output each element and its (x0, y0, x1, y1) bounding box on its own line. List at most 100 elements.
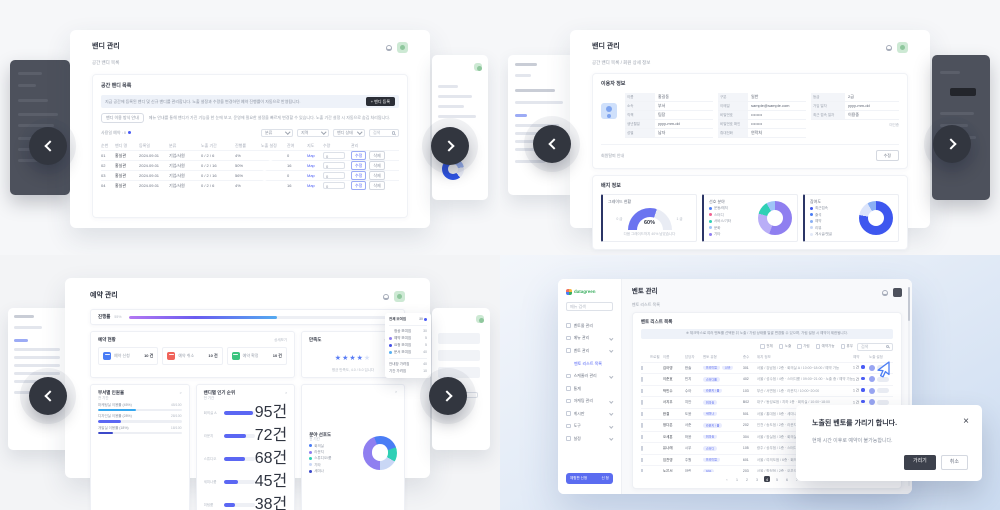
carousel-next-button[interactable] (933, 125, 971, 163)
scrollbar[interactable] (908, 287, 910, 486)
dropdown-item[interactable]: 문서 보여짐 40 (389, 349, 427, 356)
sidebar-item[interactable]: 게시판 (566, 407, 614, 420)
visibility-dot[interactable] (869, 376, 875, 383)
notification-bell-icon[interactable] (386, 44, 392, 51)
quantity-input[interactable]: 0 (323, 151, 345, 159)
page-button[interactable]: 4 (763, 476, 770, 482)
sidebar-item[interactable]: 통계 (566, 382, 613, 395)
filter-select[interactable]: 분류 (261, 128, 293, 137)
quantity-input[interactable]: 0 (323, 171, 345, 179)
edit-button[interactable]: 수정 (351, 160, 367, 170)
table-row[interactable]: 김아영 한솔 프리미엄 신규 301 서울 / 강남점 / 2층 · 회의실 A … (640, 361, 893, 374)
row-checkbox[interactable] (640, 365, 643, 371)
row-checkbox[interactable] (640, 446, 643, 451)
row-checkbox[interactable] (640, 388, 643, 394)
page-button[interactable]: 1 (735, 476, 739, 482)
table-row[interactable]: 01 홍실관 2024.09.01 기업/사원 0 / 2 / 6 4% 0 M… (101, 149, 399, 160)
withdraw-link[interactable]: 회원탈퇴 안내 (601, 152, 625, 158)
table-row[interactable]: 03 홍실관 2024.09.01 기업/사원 0 / 2 / 16 56% 0… (101, 169, 399, 180)
carousel-prev-button[interactable] (533, 125, 571, 163)
sidebar-item[interactable]: 마케팅 관리 (566, 395, 614, 408)
detail-link[interactable]: > (394, 390, 397, 394)
sidebar-item[interactable]: 설정 (566, 432, 614, 445)
detail-link[interactable]: 상세보기 (274, 337, 287, 342)
map-link[interactable]: Map (307, 162, 315, 168)
profile-badge[interactable] (394, 291, 405, 302)
confirm-hide-button[interactable]: 가리기 (903, 454, 936, 470)
carousel-next-button[interactable] (429, 377, 467, 415)
visibility-dot[interactable] (869, 399, 875, 406)
profile-badge[interactable] (397, 42, 408, 53)
notification-bell-icon[interactable] (383, 293, 389, 300)
detail-link[interactable]: > (179, 390, 182, 395)
row-checkbox[interactable] (640, 400, 643, 405)
row-checkbox[interactable] (640, 434, 643, 440)
table-row[interactable]: 02 홍실관 2024.09.01 기업/사원 0 / 2 / 16 50% 1… (101, 159, 399, 170)
dropdown-item[interactable]: 요청 보여짐 5 (389, 342, 427, 349)
filter-checkbox[interactable]: 전체 (760, 344, 773, 349)
sidebar-item-active[interactable]: 벤토 리스트 목록 (574, 360, 602, 366)
table-row[interactable]: 박민수 수아 라운지 / 룸 103 부산 / 서면점 / 1층 · 라운지 /… (640, 384, 893, 397)
scrollbar-thumb[interactable] (908, 287, 910, 321)
quantity-input[interactable]: 0 (323, 161, 345, 169)
filter-checkbox[interactable]: 가림 (797, 344, 810, 349)
table-search-input[interactable]: 검색 (857, 342, 893, 351)
page-button[interactable]: 2 (745, 476, 749, 482)
stat-box[interactable]: 예약 신청 10 건 (98, 346, 159, 365)
guide-chip[interactable]: 밴디 이용 방식 안내 (101, 112, 144, 123)
filter-checkbox[interactable]: 휴무 (840, 344, 853, 349)
brand-logo[interactable]: datagreen (566, 289, 613, 295)
carousel-next-button[interactable] (431, 127, 469, 165)
sidebar-item[interactable]: 벤토몰 관리 (566, 319, 613, 332)
dropdown-item[interactable]: 기간 가려짐 10 (389, 369, 427, 374)
filter-select[interactable]: 지역 (297, 128, 329, 137)
user-avatar[interactable] (893, 288, 902, 297)
dropdown-item[interactable]: 정상 보여짐 30 (389, 328, 427, 335)
visibility-dot[interactable] (869, 364, 875, 371)
delete-button[interactable]: 삭제 (369, 160, 385, 170)
menu-search-input[interactable]: 메뉴 검색 (566, 302, 613, 311)
profile-badge[interactable] (897, 42, 908, 53)
row-checkbox[interactable] (640, 423, 643, 428)
map-link[interactable]: Map (307, 172, 315, 178)
notification-bell-icon[interactable] (882, 289, 888, 296)
cancel-button[interactable]: 취소 (940, 454, 968, 470)
stat-box[interactable]: 예약 취소 10 건 (162, 346, 223, 365)
page-button[interactable]: 3 (755, 476, 759, 482)
carousel-prev-button[interactable] (29, 127, 67, 165)
delete-button[interactable]: 삭제 (369, 170, 385, 180)
filter-checkbox[interactable]: 노출 (778, 344, 791, 349)
table-row[interactable]: 서지우 지안 회의실 B02 대구 / 동성로점 / 지하 1층 · 회의실 /… (640, 396, 893, 408)
row-checkbox[interactable] (640, 469, 643, 472)
table-row[interactable]: 04 홍실관 2024.09.01 기업/사원 0 / 2 / 6 4% 16 … (101, 179, 399, 190)
page-button[interactable]: 5 (775, 476, 779, 482)
register-bandi-button[interactable]: + 밴디 등록 (365, 96, 395, 106)
detail-link[interactable]: > (285, 390, 288, 395)
map-link[interactable]: Map (307, 152, 315, 158)
stat-box[interactable]: 예약 확정 10 건 (226, 346, 287, 365)
row-checkbox[interactable] (640, 457, 643, 463)
row-checkbox[interactable] (640, 377, 643, 382)
row-checkbox[interactable] (640, 411, 643, 417)
quantity-input[interactable]: 0 (323, 181, 345, 189)
search-input[interactable]: 검색 (369, 128, 399, 137)
visibility-pill[interactable] (877, 399, 889, 405)
table-row[interactable]: 이준호 민지 스터디룸 402 서울 / 성수점 / 4층 · 스터디룸 / 0… (640, 373, 893, 385)
edit-profile-button[interactable]: 수정 (875, 149, 899, 161)
sidebar-item[interactable]: 스케줄러 관리 (566, 370, 614, 383)
trial-apply-button[interactable]: 체험판 신청 신 청 (566, 473, 613, 484)
dropdown-item[interactable]: 예약 보여짐 5 (389, 335, 427, 342)
sidebar-item[interactable]: 벤토 관리 (566, 344, 614, 357)
edit-button[interactable]: 수정 (351, 180, 367, 190)
filter-checkbox[interactable]: 예약가능 (815, 344, 835, 349)
sidebar-item[interactable]: 메뉴 관리 (566, 332, 614, 345)
map-link[interactable]: Map (307, 182, 315, 188)
visibility-pill[interactable] (877, 376, 889, 382)
visibility-pill[interactable] (877, 388, 889, 394)
dropdown-header[interactable]: 전체 보여짐 30 (389, 316, 427, 323)
carousel-prev-button[interactable] (29, 377, 67, 415)
close-icon[interactable]: × (963, 416, 969, 427)
notification-bell-icon[interactable] (886, 44, 892, 51)
edit-button[interactable]: 수정 (351, 150, 367, 160)
sidebar-item[interactable]: 도구 (566, 420, 614, 433)
